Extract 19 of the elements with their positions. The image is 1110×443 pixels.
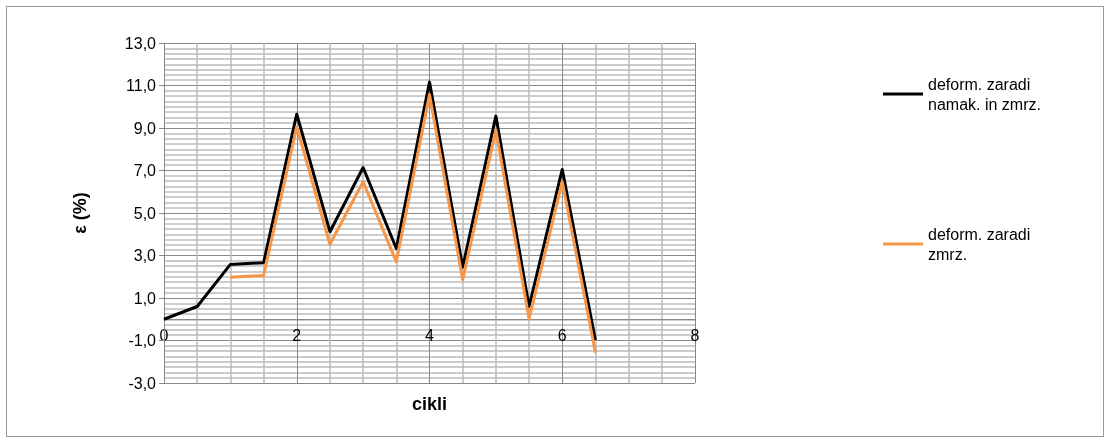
x-tick-label: 4 bbox=[425, 326, 435, 344]
y-tick-label: -1,0 bbox=[128, 332, 157, 349]
x-tick-label: 8 bbox=[690, 326, 700, 344]
x-tick-label: 6 bbox=[557, 326, 567, 344]
y-tick-label: 5,0 bbox=[133, 204, 157, 222]
line-series bbox=[228, 93, 597, 355]
x-axis-title: cikli bbox=[411, 393, 448, 414]
y-tick-label: 1,0 bbox=[133, 289, 157, 307]
line-series bbox=[162, 80, 597, 342]
y-tick-label: 11,0 bbox=[126, 77, 157, 94]
y-tick-label: 7,0 bbox=[133, 162, 157, 179]
y-tick-label: 13,0 bbox=[124, 34, 157, 52]
y-tick-label: 9,0 bbox=[133, 119, 157, 137]
x-tick-label: 2 bbox=[292, 326, 302, 344]
y-tick-label: 3,0 bbox=[133, 247, 157, 264]
y-axis-title: ε (%) bbox=[70, 192, 90, 234]
legend-label: deform. zaradi namak. in zmrz. bbox=[928, 75, 1041, 113]
legend-label: deform. zaradi zmrz. bbox=[928, 225, 1035, 263]
y-tick-label: -3,0 bbox=[128, 374, 157, 392]
